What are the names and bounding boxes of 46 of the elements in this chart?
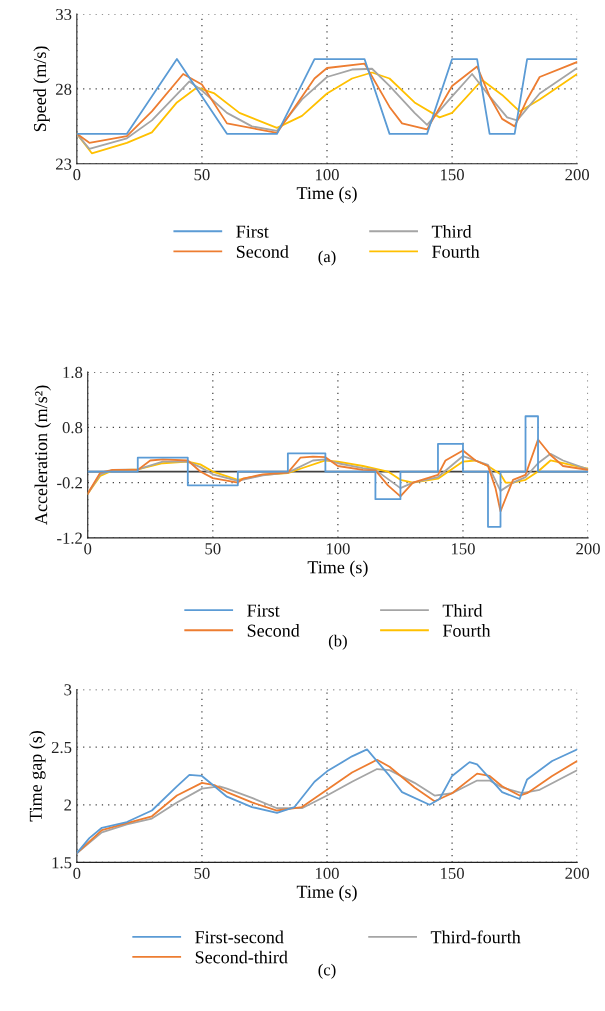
legend-label: Fourth [432,245,480,258]
x-tick-label: 50 [205,543,221,555]
x-tick-label: 200 [565,169,590,181]
x-axis-title: Time (s) [296,885,357,902]
legend-label: Third [442,603,483,617]
x-tick-label: 150 [441,169,464,181]
y-tick-label: 3 [64,684,72,696]
x-tick-label: 150 [451,543,475,555]
y-tick-label: -0.2 [57,477,82,489]
y-tick-label: 28 [56,83,72,95]
x-tick-label: 0 [84,543,92,555]
x-tick-label: 100 [315,867,339,879]
x-tick-label: 200 [565,867,590,879]
text: (c) [318,963,336,979]
x-tick-label: 100 [326,543,350,555]
legend-label: Second-third [195,950,288,964]
y-tick-label: -1.2 [57,532,82,544]
x-tick-label: 0 [73,867,81,879]
legend-label: Second [247,624,300,637]
y-axis-title: Acceleration (m/s²) [34,385,51,525]
x-tick-label: 50 [194,867,210,879]
x-tick-label: 0 [73,169,81,181]
y-axis-title: Time gap (s) [29,730,46,822]
x-tick-label: 50 [194,169,210,181]
legend-label: Fourth [442,624,491,637]
y-tick-label: 0.8 [62,422,83,434]
legend-label: First [236,225,269,238]
y-tick-label: 1.5 [52,857,72,869]
legend-label: First [247,604,280,617]
y-tick-label: 2 [64,799,72,811]
legend-label: First-second [195,930,284,944]
y-axis-title: Speed (m/s) [33,46,50,132]
legend-label: Third [431,225,472,238]
text: (b) [328,634,347,650]
x-tick-label: 200 [576,543,600,555]
y-tick-label: 23 [56,158,72,170]
x-tick-label: 100 [315,169,339,181]
y-tick-label: 2.5 [51,741,72,754]
y-tick-label: 33 [56,8,72,21]
x-axis-title: Time (s) [296,186,357,203]
legend-label: Third-fourth [430,930,521,944]
text: (a) [318,250,336,266]
x-tick-label: 150 [441,867,464,879]
x-axis-title: Time (s) [307,560,368,577]
y-tick-label: 1.8 [63,366,83,379]
legend-label: Second [236,245,289,258]
